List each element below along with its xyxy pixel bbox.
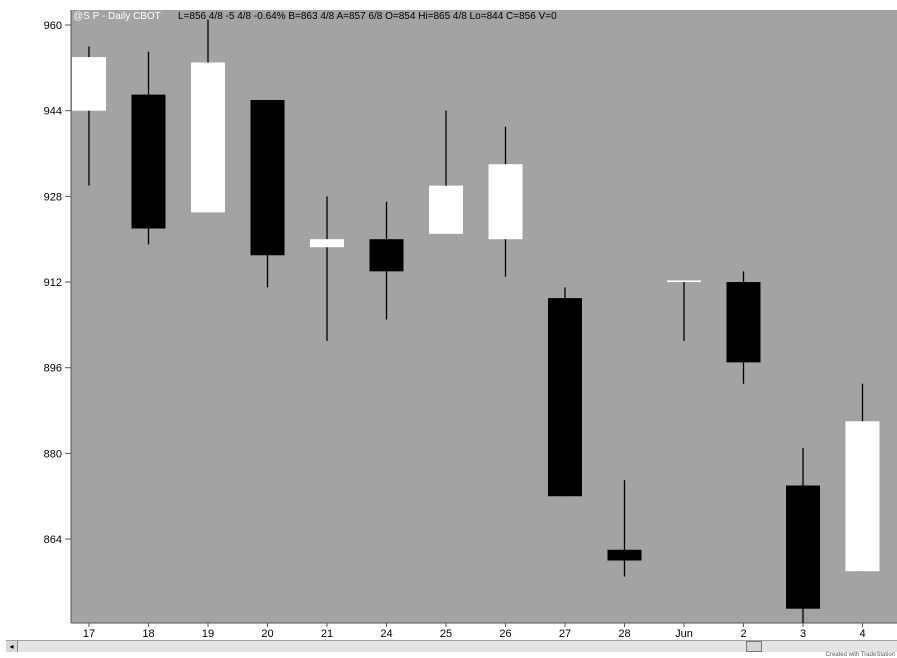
- candle-body-down: [726, 282, 761, 363]
- x-tick-label: 25: [440, 628, 452, 640]
- candle: [310, 196, 344, 341]
- candle: [429, 110, 463, 234]
- candle-body-down: [786, 485, 820, 609]
- y-tick-label: 928: [44, 191, 62, 203]
- candle-body-down: [548, 298, 582, 497]
- horizontal-scrollbar[interactable]: ◂: [6, 640, 897, 652]
- scroll-left-arrow-icon[interactable]: ◂: [6, 641, 18, 652]
- candle: [726, 271, 761, 384]
- chart-header-symbol: @S P - Daily CBOT: [73, 11, 161, 22]
- x-tick-label: 4: [859, 628, 865, 640]
- y-tick-label: 864: [44, 534, 62, 546]
- candle-body-up: [845, 421, 880, 572]
- x-tick-label: 3: [800, 628, 806, 640]
- candle: [250, 99, 285, 288]
- candle-body-down: [131, 94, 166, 229]
- candle: [488, 126, 523, 277]
- candle: [191, 19, 225, 213]
- credit-text: Created with TradeStation: [825, 652, 895, 658]
- x-axis-panel: [71, 623, 897, 640]
- candle-body-up: [72, 57, 106, 111]
- y-tick-label: 960: [44, 20, 62, 32]
- y-tick-label: 944: [44, 106, 62, 118]
- scroll-thumb[interactable]: [746, 641, 762, 652]
- candle-body-down: [369, 239, 404, 272]
- candle: [369, 201, 404, 320]
- candle: [786, 448, 820, 623]
- candle-body-down: [250, 99, 285, 256]
- candle: [131, 51, 166, 245]
- candle-body-up: [667, 280, 701, 283]
- candle: [607, 480, 642, 577]
- x-tick-label: 2: [740, 628, 746, 640]
- y-axis-panel: [0, 0, 71, 640]
- y-tick-label: 880: [44, 448, 62, 460]
- candle-body-up: [429, 185, 463, 234]
- x-tick-label: 27: [559, 628, 571, 640]
- candle: [667, 280, 701, 341]
- x-tick-label: 19: [202, 628, 214, 640]
- y-tick-label: 912: [44, 277, 62, 289]
- x-tick-label: 20: [261, 628, 273, 640]
- y-tick-label: 896: [44, 363, 62, 375]
- candlestick-chart: 17 18 19 20 21 24 25 26 27 28 Jun 2 3 4 960 944 928 912 89…: [0, 0, 897, 640]
- x-tick-label: 21: [321, 628, 333, 640]
- x-tick-label: 26: [499, 628, 511, 640]
- candle: [72, 46, 106, 186]
- candle-body-up: [191, 62, 225, 213]
- chart-header-quote: L=856 4/8 -5 4/8 -0.64% B=863 4/8 A=857 …: [178, 11, 557, 22]
- candle: [548, 287, 582, 497]
- candle: [845, 383, 880, 572]
- candle-body-up: [488, 164, 523, 240]
- x-tick-label: Jun: [675, 628, 693, 640]
- x-tick-label: 28: [618, 628, 630, 640]
- x-tick-label: 18: [142, 628, 154, 640]
- candle-body-down: [607, 549, 642, 561]
- candle-body-up: [310, 239, 344, 248]
- x-tick-label: 24: [380, 628, 392, 640]
- x-tick-label: 17: [83, 628, 95, 640]
